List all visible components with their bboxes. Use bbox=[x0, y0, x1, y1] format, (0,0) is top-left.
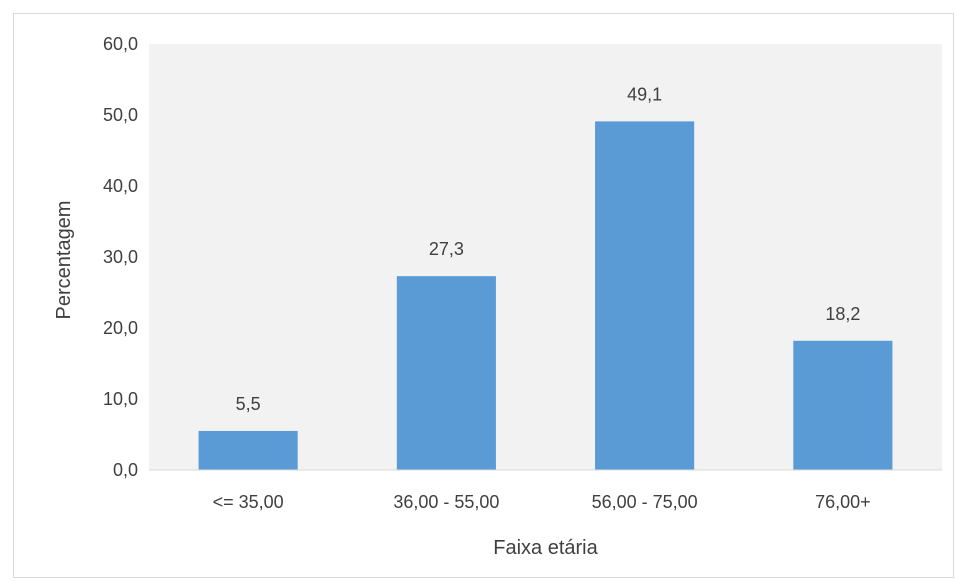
x-tick-label: <= 35,00 bbox=[213, 492, 284, 512]
y-tick-label: 40,0 bbox=[103, 176, 138, 196]
y-axis-ticks: 0,0 10,0 20,0 30,0 40,0 50,0 60,0 bbox=[103, 34, 138, 480]
data-label: 49,1 bbox=[627, 84, 662, 104]
x-tick-label: 76,00+ bbox=[815, 492, 871, 512]
x-tick-label: 56,00 - 75,00 bbox=[592, 492, 698, 512]
bars-group bbox=[198, 121, 893, 470]
data-label: 5,5 bbox=[236, 394, 261, 414]
data-label: 18,2 bbox=[825, 304, 860, 324]
y-tick-label: 20,0 bbox=[103, 318, 138, 338]
y-tick-label: 50,0 bbox=[103, 105, 138, 125]
data-label: 27,3 bbox=[429, 239, 464, 259]
data-labels-group: 5,5 27,3 49,1 18,2 bbox=[236, 84, 861, 414]
bar bbox=[198, 430, 298, 470]
y-tick-label: 10,0 bbox=[103, 389, 138, 409]
bar bbox=[396, 276, 496, 470]
y-tick-label: 0,0 bbox=[113, 460, 138, 480]
x-tick-label: 36,00 - 55,00 bbox=[393, 492, 499, 512]
x-axis-title: Faixa etária bbox=[493, 537, 598, 559]
y-tick-label: 30,0 bbox=[103, 247, 138, 267]
bar bbox=[595, 121, 695, 470]
bar bbox=[793, 340, 893, 470]
y-axis-title: Percentagem bbox=[53, 201, 75, 320]
x-axis-ticks: <= 35,00 36,00 - 55,00 56,00 - 75,00 76,00+ bbox=[213, 492, 871, 512]
y-tick-label: 60,0 bbox=[103, 34, 138, 54]
